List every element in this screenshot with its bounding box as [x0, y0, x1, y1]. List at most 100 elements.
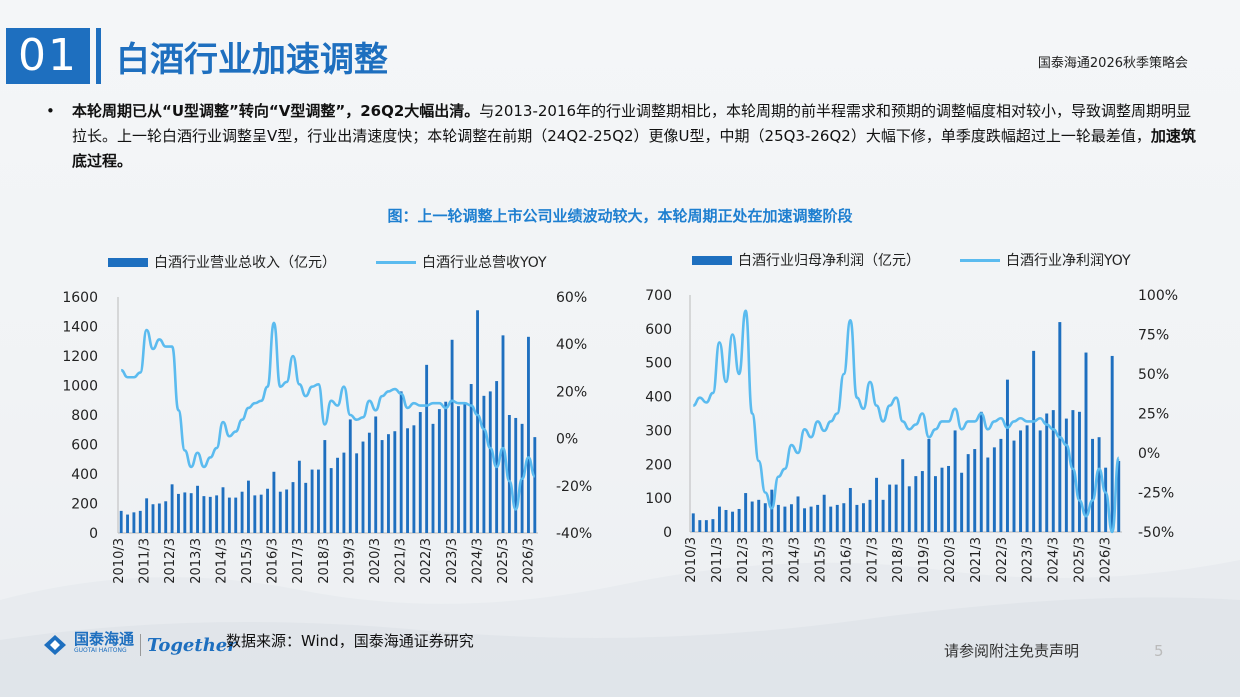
c0-bar — [355, 453, 359, 533]
c0-x-tick-label: 2012/3 — [163, 538, 178, 584]
c1-right-tick-label: -25% — [1138, 486, 1174, 502]
page-number: 5 — [1154, 642, 1164, 660]
c0-yoy-line — [120, 321, 537, 511]
c1-x-tick-label: 2011/3 — [710, 537, 725, 583]
c1-right-tick-label: 50% — [1138, 367, 1169, 383]
c0-bar — [183, 492, 187, 533]
c1-bar — [855, 504, 859, 532]
c0-bar — [374, 416, 378, 533]
c0-left-tick-label: 1600 — [62, 290, 98, 306]
c0-bar — [138, 510, 142, 533]
c0-right-tick-label: 20% — [556, 384, 587, 400]
bullet-bold-1: 本轮周期已从“U型调整”转向“V型调整”，26Q2大幅出清。 — [72, 102, 480, 120]
c0-bar — [476, 310, 479, 533]
c0-bar — [304, 482, 308, 533]
c0-bar — [247, 480, 250, 533]
c1-bar — [947, 465, 951, 532]
c0-bar — [431, 423, 435, 533]
c1-bar — [966, 454, 970, 532]
c1-bar — [973, 449, 977, 532]
c1-bar — [1064, 418, 1068, 532]
c0-left-tick-label: 1200 — [62, 349, 98, 365]
c0-bar — [215, 495, 219, 533]
c0-bar — [367, 432, 371, 533]
c1-bar — [750, 501, 754, 532]
c0-bar — [533, 437, 537, 533]
c0-bar — [253, 495, 257, 533]
c1-bar — [757, 499, 761, 532]
bullet-text: 本轮周期已从“U型调整”转向“V型调整”，26Q2大幅出清。与2013-2016… — [72, 99, 1196, 174]
c0-bar — [418, 412, 422, 533]
c1-left-tick-label: 300 — [645, 423, 672, 439]
c1-x-tick-label: 2025/3 — [1073, 537, 1088, 583]
c1-bar — [803, 508, 807, 532]
c1-x-tick-label: 2014/3 — [788, 537, 803, 583]
c1-bar — [1071, 410, 1075, 532]
c1-bar — [1117, 460, 1121, 532]
c1-left-tick-label: 400 — [645, 390, 672, 406]
c0-bar — [437, 409, 441, 533]
c0-bar — [450, 339, 454, 533]
c1-left-tick-label: 700 — [645, 288, 672, 304]
c1-bar — [861, 503, 865, 532]
chart2-legend-line-swatch — [960, 258, 1000, 262]
c0-bar — [170, 484, 174, 533]
c0-bar — [425, 364, 429, 533]
c0-x-tick-label: 2025/3 — [496, 538, 511, 584]
c0-x-tick-label: 2024/3 — [470, 538, 485, 584]
c0-bar — [329, 468, 333, 533]
c1-bar — [907, 486, 911, 532]
chart1-legend-line-swatch — [376, 260, 416, 264]
footer-logo: 国泰海通 GUOTAI HAITONG Together — [40, 630, 237, 660]
c0-x-tick-label: 2011/3 — [138, 538, 153, 584]
c0-bar — [348, 419, 352, 533]
c0-bar — [189, 493, 193, 533]
c0-bar — [202, 496, 206, 533]
c0-right-tick-label: 60% — [556, 290, 587, 306]
c0-bar — [387, 434, 390, 533]
c0-bar — [469, 384, 473, 533]
c1-bar — [1091, 438, 1095, 532]
c0-bar — [208, 496, 212, 533]
c0-bar — [336, 457, 339, 533]
c1-x-tick-label: 2020/3 — [943, 537, 958, 583]
c1-bar — [1058, 322, 1062, 532]
c0-left-tick-label: 1400 — [62, 320, 98, 336]
c0-bar — [393, 431, 397, 533]
c1-bar — [829, 506, 833, 532]
c1-bar — [992, 447, 996, 532]
c1-x-tick-label: 2018/3 — [891, 537, 906, 583]
c1-x-tick-label: 2010/3 — [684, 537, 699, 583]
disclaimer-link[interactable]: 请参阅附注免责声明 — [944, 642, 1080, 660]
c1-bar — [822, 494, 826, 532]
header: 01 白酒行业加速调整 国泰海通2026秋季策略会 — [0, 22, 1240, 92]
c0-bar — [323, 440, 327, 533]
c1-bar — [1005, 379, 1009, 532]
chart2-legend-bar-label: 白酒行业归母净利润（亿元） — [738, 253, 920, 269]
c1-x-tick-label: 2021/3 — [969, 537, 984, 583]
c0-bar — [177, 493, 180, 533]
c0-bar — [317, 469, 320, 533]
c0-left-tick-label: 1000 — [62, 379, 98, 395]
c1-bar — [744, 493, 748, 532]
c1-left-tick-label: 500 — [645, 356, 672, 372]
c1-bar — [1077, 411, 1081, 532]
c1-x-tick-label: 2023/3 — [1021, 537, 1036, 583]
c0-x-tick-label: 2015/3 — [240, 538, 255, 584]
source-note: 数据来源：Wind，国泰海通证券研究 — [226, 632, 474, 650]
c1-bar — [979, 411, 983, 532]
c1-bar — [717, 506, 721, 532]
c1-x-tick-label: 2012/3 — [736, 537, 751, 583]
c1-x-tick-label: 2013/3 — [762, 537, 777, 583]
c1-bar — [875, 477, 879, 532]
c1-bar — [776, 504, 780, 532]
c1-x-tick-label: 2015/3 — [814, 537, 829, 583]
c1-bar — [816, 504, 820, 532]
c1-bar — [770, 489, 774, 532]
c1-bar — [986, 457, 990, 532]
c1-bar — [737, 508, 741, 532]
chart1-legend-bar-swatch — [108, 257, 148, 267]
chart1-legend-bar-label: 白酒行业营业总收入（亿元） — [154, 255, 336, 271]
